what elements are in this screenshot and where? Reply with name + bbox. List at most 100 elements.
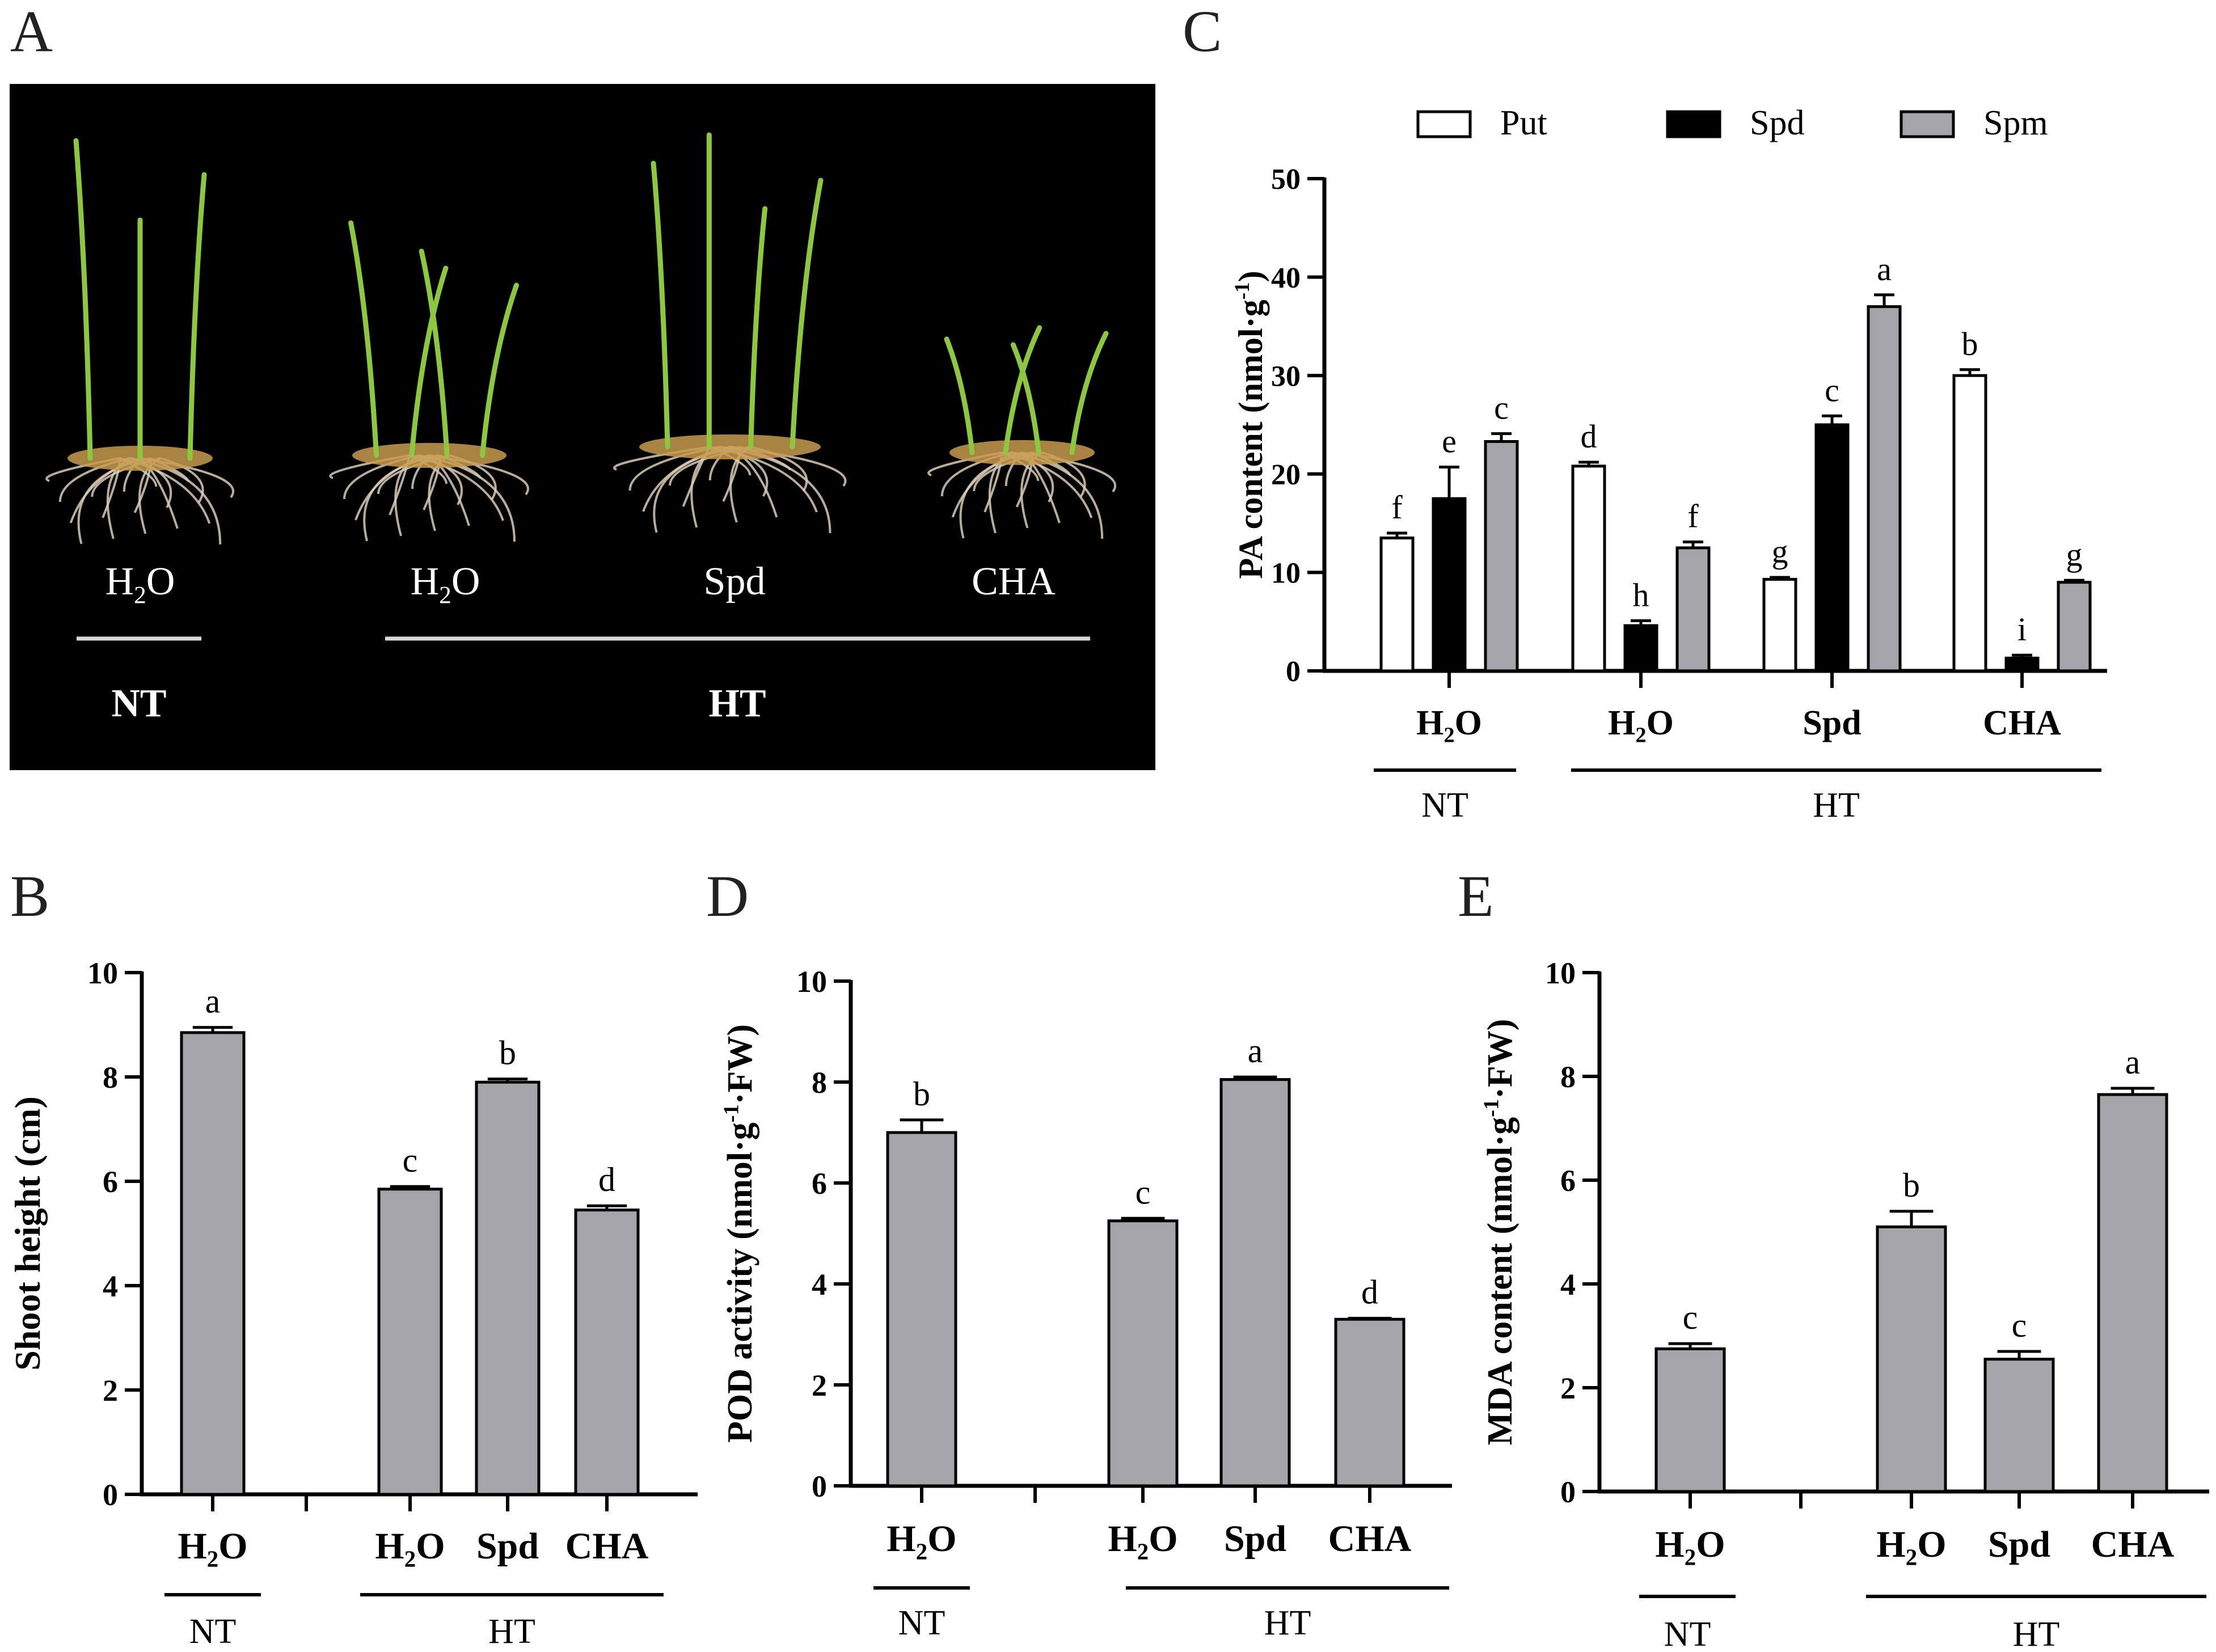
seedling-group — [45, 138, 235, 545]
significance-letter: b — [499, 1034, 516, 1072]
chart-panel-d: 0 2 4 6 8 10 H2O H2O Spd CHA NT HT POD activity (nmo… — [719, 965, 1452, 1642]
y-axis-label: PA content (nmol·g-1​) — [1231, 271, 1269, 578]
leaf — [409, 265, 449, 458]
chart-panel-c: 0 10 20 30 40 50 H2O H2O Spd CHA NT HT PA content (n… — [1231, 104, 2107, 825]
bar — [1654, 1347, 1726, 1493]
x-tick-label: H2O — [375, 1526, 445, 1572]
photo-group-label: NT — [111, 682, 166, 725]
significance-letter: d — [1581, 418, 1597, 455]
y-tick-label: 2 — [1560, 1371, 1576, 1405]
photo-treatment-label: H2O — [411, 560, 480, 609]
group-label: HT — [2013, 1615, 2060, 1652]
bar — [1219, 1078, 1291, 1488]
y-tick-label: 8 — [1560, 1060, 1576, 1094]
photo-treatment-label: CHA — [972, 560, 1056, 603]
legend-swatch — [1666, 110, 1721, 138]
panel-letter-c: C — [1183, 0, 1222, 64]
leaf — [1003, 325, 1042, 455]
bar-put — [1762, 578, 1797, 673]
seed-cluster — [352, 443, 506, 468]
x-tick-label: H2O — [1108, 1518, 1177, 1565]
seed-cluster — [639, 434, 821, 459]
seedling-group — [613, 132, 847, 534]
significance-letter: g — [1772, 533, 1788, 570]
y-tick-label: 6 — [812, 1167, 827, 1201]
photo-treatment-label: Spd — [704, 560, 766, 603]
significance-letter: c — [1494, 390, 1509, 426]
legend-label: Spm — [1983, 104, 2048, 142]
x-tick-label: CHA — [1328, 1518, 1412, 1560]
y-tick-label: 6 — [103, 1165, 118, 1199]
x-tick-label: Spd — [1988, 1524, 2050, 1565]
seed-cluster — [949, 440, 1095, 465]
bar — [475, 1080, 541, 1496]
x-tick-label: H2O — [1608, 704, 1674, 747]
y-tick-label: 8 — [103, 1061, 118, 1095]
legend-swatch — [1900, 110, 1955, 138]
bar-spm — [2057, 581, 2092, 673]
y-tick-label: 10 — [1545, 956, 1576, 990]
leaf — [419, 248, 450, 458]
panel-letter-d: D — [706, 864, 749, 929]
y-tick-label: 20 — [1271, 459, 1301, 491]
group-label: NT — [189, 1612, 237, 1651]
bar — [180, 1031, 246, 1496]
y-tick-label: 10 — [1271, 557, 1301, 590]
group-label: HT — [1813, 786, 1860, 825]
significance-letter: a — [1248, 1032, 1263, 1070]
leaf — [348, 220, 379, 458]
panel-letter-a: A — [10, 0, 53, 64]
significance-letter: a — [1877, 251, 1892, 288]
panel-letter-b: B — [10, 864, 49, 929]
significance-letter: a — [205, 983, 221, 1020]
bar — [1983, 1358, 2055, 1493]
significance-letter: f — [1391, 489, 1403, 526]
significance-letter: e — [1442, 423, 1457, 460]
leaf — [73, 138, 93, 461]
bar-spm — [1867, 305, 1902, 673]
y-tick-label: 10 — [796, 965, 827, 999]
significance-letter: b — [913, 1075, 930, 1113]
y-tick-label: 10 — [87, 956, 118, 990]
x-tick-label: CHA — [565, 1526, 649, 1567]
y-tick-label: 8 — [812, 1066, 827, 1100]
x-tick-label: H2O — [1416, 704, 1482, 747]
significance-letter: c — [2012, 1307, 2027, 1344]
photo-group-label: HT — [708, 682, 766, 725]
y-tick-label: 4 — [1560, 1267, 1576, 1302]
bar-spd — [1432, 497, 1467, 673]
chart-panel-e: 0 2 4 6 8 10 H2O H2O Spd CHA NT HT MDA content (nmol… — [1479, 956, 2209, 1652]
x-tick-label: H2O — [1876, 1524, 1946, 1570]
bar — [1334, 1317, 1405, 1488]
y-axis-label: POD activity (nmol·g-1​·FW) — [719, 1024, 759, 1443]
y-tick-label: 0 — [1560, 1475, 1576, 1509]
y-tick-label: 6 — [1560, 1164, 1576, 1198]
chart-panel-b: 0 2 4 6 8 10 H2O H2O Spd CHA NT HT Shoot height (cm)… — [7, 956, 698, 1651]
leaf — [1010, 342, 1041, 455]
photo-treatment-label: H2O — [105, 560, 175, 609]
legend-swatch — [1416, 110, 1472, 138]
x-tick-label: Spd — [476, 1526, 539, 1567]
bar-spd — [1623, 624, 1658, 673]
group-label: NT — [898, 1604, 946, 1642]
y-tick-label: 2 — [103, 1374, 118, 1408]
significance-letter: h — [1633, 576, 1649, 613]
y-tick-label: 0 — [1286, 656, 1301, 688]
significance-letter: c — [403, 1142, 418, 1179]
bar-put — [1379, 536, 1415, 673]
leaf — [187, 172, 207, 461]
seedling-group — [329, 220, 529, 542]
bar — [1876, 1225, 1947, 1493]
y-tick-label: 4 — [812, 1267, 827, 1302]
significance-letter: c — [1136, 1173, 1151, 1211]
leaf — [790, 178, 824, 450]
significance-letter: c — [1683, 1299, 1698, 1336]
y-tick-label: 0 — [103, 1478, 118, 1512]
x-tick-label: CHA — [2091, 1524, 2175, 1565]
bar — [377, 1188, 443, 1496]
x-tick-label: Spd — [1803, 704, 1861, 742]
y-tick-label: 4 — [103, 1269, 118, 1303]
y-axis-label: Shoot height (cm) — [7, 1096, 48, 1371]
